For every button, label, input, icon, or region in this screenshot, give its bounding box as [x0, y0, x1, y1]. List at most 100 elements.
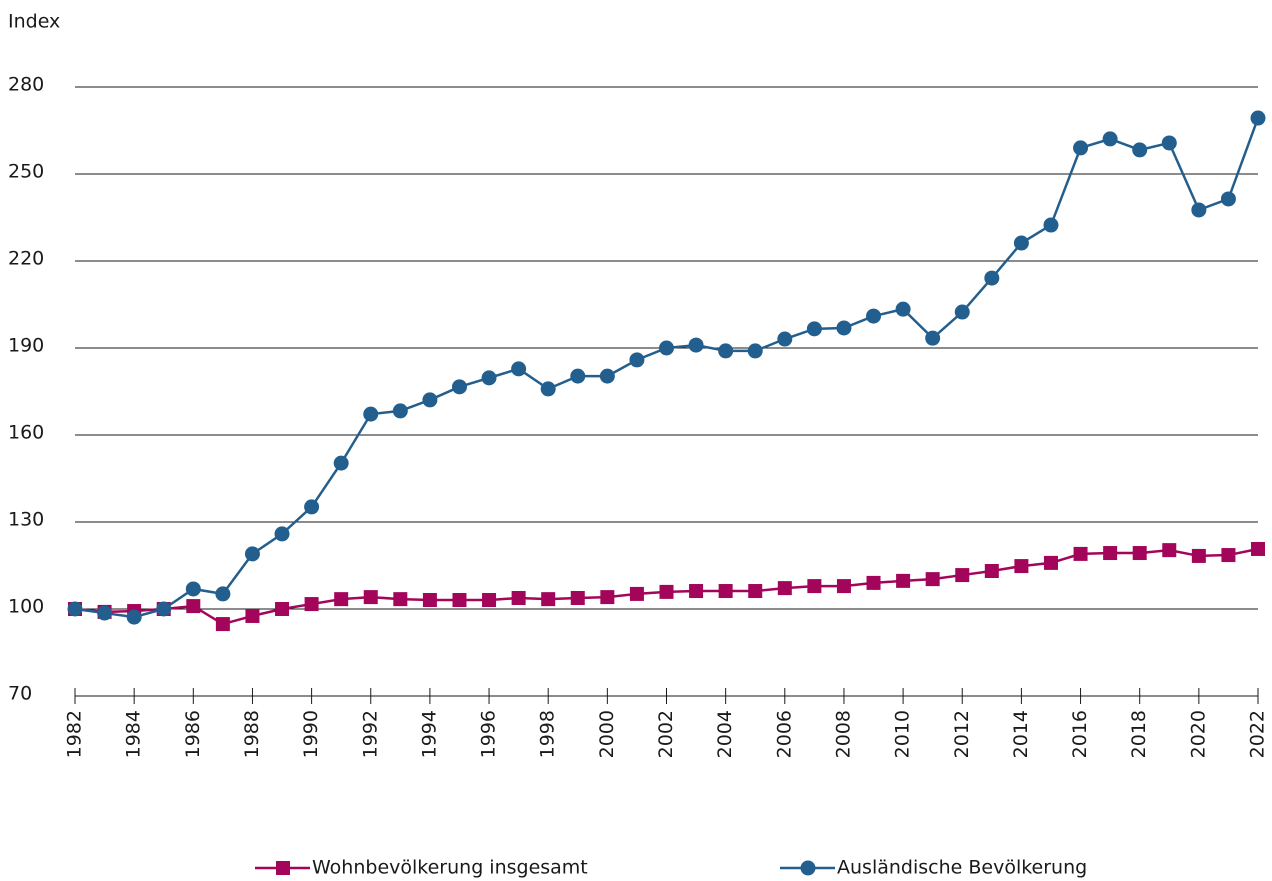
y-tick-label: 100: [8, 596, 44, 618]
y-axis-label: Index: [8, 11, 60, 33]
marker: [422, 392, 438, 408]
marker: [1014, 559, 1029, 574]
marker: [600, 590, 615, 605]
marker: [896, 573, 911, 588]
marker: [1073, 140, 1089, 156]
marker: [186, 599, 201, 614]
marker: [392, 403, 408, 419]
marker: [215, 586, 231, 602]
x-tick-label: 2004: [714, 710, 736, 758]
marker: [984, 564, 999, 579]
marker: [954, 304, 970, 320]
marker: [718, 584, 733, 599]
marker: [333, 455, 349, 471]
x-tick-label: 2008: [832, 710, 854, 758]
marker: [718, 343, 734, 359]
marker: [570, 368, 586, 384]
marker: [659, 340, 674, 356]
marker: [807, 579, 822, 594]
x-tick-label: 2012: [951, 710, 973, 758]
marker: [481, 370, 497, 386]
marker: [689, 584, 704, 599]
x-tick-label: 2002: [655, 710, 677, 758]
x-tick-label: 2006: [773, 710, 795, 758]
marker: [747, 343, 763, 359]
marker: [1043, 217, 1059, 233]
marker: [304, 499, 320, 515]
marker: [97, 605, 113, 621]
marker: [984, 270, 1000, 286]
marker: [748, 584, 763, 599]
marker: [925, 330, 941, 346]
x-tick-label: 2010: [892, 710, 914, 758]
legend-label: Ausländische Bevölkerung: [837, 857, 1087, 879]
legend-label: Wohnbevölkerung insgesamt: [312, 857, 588, 879]
x-tick-label: 1988: [241, 710, 263, 758]
marker: [1191, 548, 1206, 563]
marker: [451, 379, 467, 395]
y-tick-label: 220: [8, 248, 44, 270]
x-tick-label: 1994: [418, 710, 440, 758]
marker: [245, 608, 260, 623]
x-tick-label: 2022: [1247, 710, 1269, 758]
marker: [1103, 546, 1118, 561]
marker: [126, 609, 142, 625]
marker: [156, 601, 172, 617]
marker: [1220, 191, 1236, 207]
x-tick-label: 2018: [1128, 710, 1150, 758]
marker: [777, 581, 792, 596]
x-tick-label: 2016: [1069, 710, 1091, 758]
x-tick-label: 1982: [64, 710, 86, 758]
marker: [659, 584, 674, 599]
marker: [836, 579, 851, 594]
x-tick-label: 1984: [123, 710, 145, 758]
marker: [275, 602, 290, 616]
marker: [541, 592, 556, 607]
marker: [1162, 543, 1177, 558]
marker: [1073, 546, 1088, 561]
y-tick-label: 160: [8, 422, 44, 444]
marker: [363, 406, 379, 422]
marker: [393, 592, 408, 607]
series-line: [74, 117, 1260, 619]
marker: [629, 352, 645, 368]
marker: [1013, 235, 1029, 251]
x-tick-label: 1996: [478, 710, 500, 758]
marker: [511, 590, 526, 605]
marker: [599, 368, 615, 384]
x-tick-label: 2020: [1187, 710, 1209, 758]
x-tick-label: 2014: [1010, 710, 1032, 758]
marker: [629, 586, 644, 601]
marker: [1161, 135, 1177, 151]
y-tick-label: 70: [8, 683, 32, 705]
marker: [304, 597, 319, 612]
x-tick-label: 2000: [596, 710, 618, 758]
marker: [511, 361, 527, 377]
marker: [540, 381, 556, 397]
marker: [422, 593, 437, 608]
marker: [895, 301, 911, 317]
marker: [1043, 555, 1058, 570]
marker: [215, 617, 230, 632]
marker: [1102, 131, 1118, 147]
marker: [777, 331, 793, 347]
legend-marker: [800, 860, 816, 876]
marker: [482, 593, 497, 608]
marker: [244, 546, 260, 562]
marker: [866, 575, 881, 590]
marker: [334, 592, 349, 607]
marker: [452, 593, 467, 608]
marker: [1250, 110, 1266, 126]
x-tick-label: 1986: [182, 710, 204, 758]
y-tick-label: 250: [8, 161, 44, 183]
marker: [185, 581, 201, 597]
marker: [274, 526, 290, 542]
marker: [67, 601, 83, 617]
marker: [1221, 548, 1236, 563]
marker: [363, 590, 378, 605]
marker: [570, 590, 585, 605]
y-tick-label: 130: [8, 509, 44, 531]
marker: [925, 572, 940, 587]
marker: [836, 320, 852, 336]
